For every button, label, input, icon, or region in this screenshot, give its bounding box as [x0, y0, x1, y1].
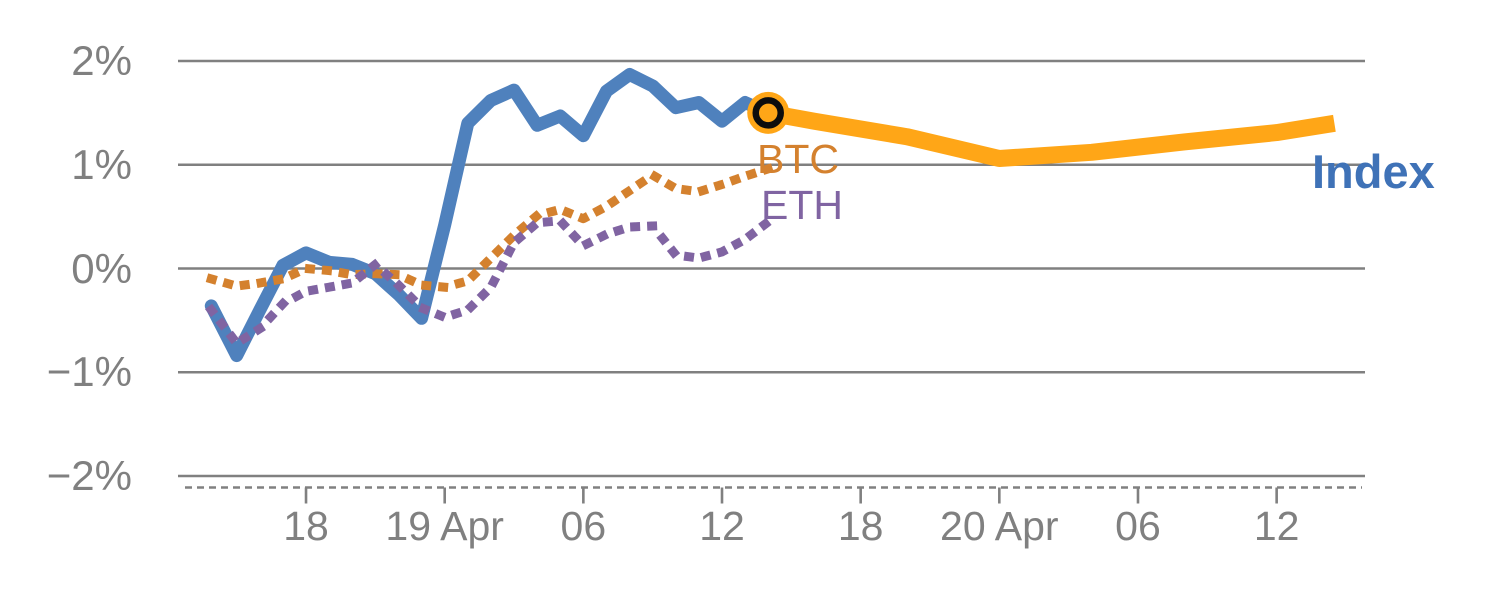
x-axis-label: 18 — [283, 503, 329, 549]
x-axis-label: 20 Apr — [940, 503, 1059, 549]
x-axis-label: 12 — [699, 503, 745, 549]
x-axis-label: 19 Apr — [385, 503, 504, 549]
series-eth — [204, 215, 775, 348]
series-index-forecast — [766, 104, 1336, 167]
y-axis-label: 2% — [71, 37, 132, 84]
series-index — [204, 68, 775, 363]
index-series-label: Index — [1312, 145, 1435, 198]
y-axis-label: −2% — [46, 452, 132, 499]
y-axis-label: 1% — [71, 140, 132, 188]
forecast-start-marker — [752, 97, 784, 129]
x-axis-label: 12 — [1253, 503, 1300, 549]
btc-series-label: BTC — [757, 136, 839, 182]
x-axis-label: 18 — [837, 503, 884, 549]
y-axis-label: −1% — [46, 348, 132, 396]
x-axis-label: 06 — [560, 503, 607, 549]
series-btc — [205, 163, 774, 292]
eth-series-label: ETH — [761, 182, 843, 228]
y-axis-label: 0% — [71, 244, 132, 292]
x-axis-label: 06 — [1115, 503, 1161, 549]
